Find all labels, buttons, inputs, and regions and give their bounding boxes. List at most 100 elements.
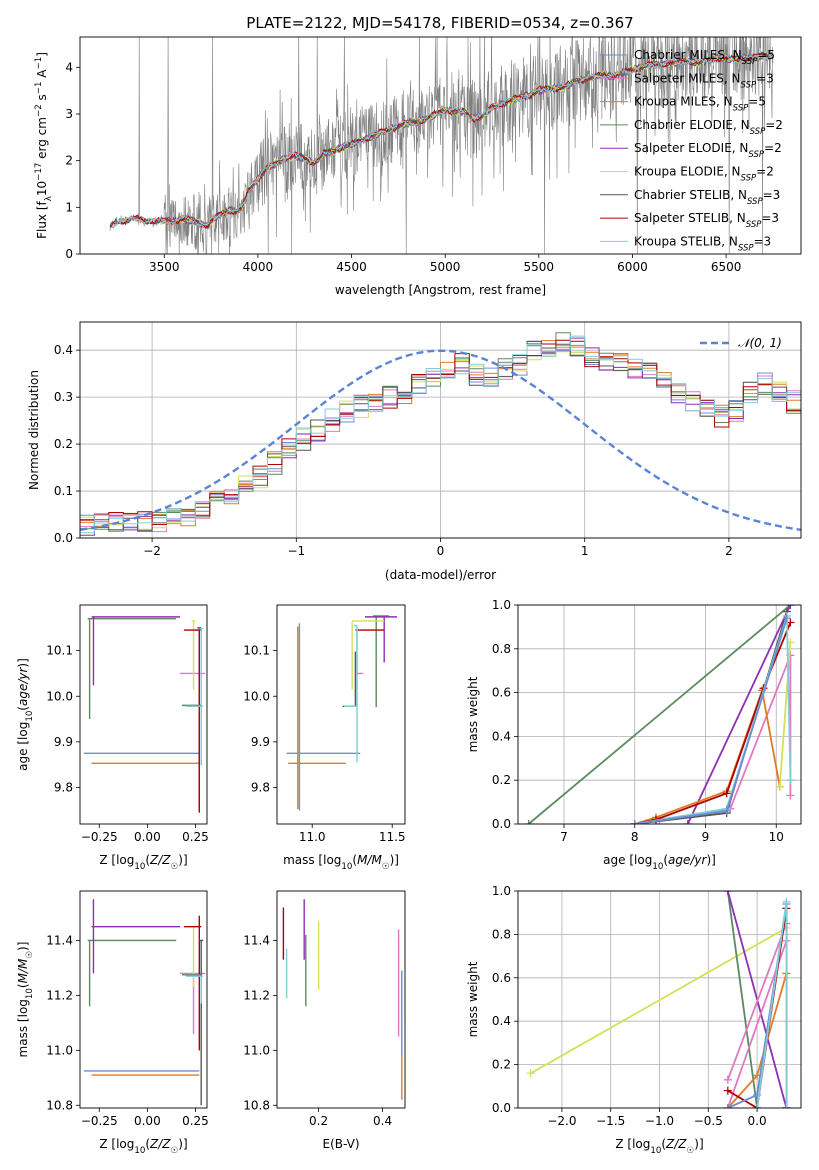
histogram-step-chabrier-miles: [80, 344, 801, 528]
weight-vs-z-ylabel: mass weight: [466, 961, 480, 1037]
x-tick-label: 11.5: [379, 830, 406, 844]
weight-line-kroupa-stelib: [756, 901, 788, 1108]
y-tick-label: 0: [65, 247, 73, 261]
mass_vs_ebv-frame: [276, 890, 406, 1109]
y-tick-label: 9.8: [251, 781, 270, 795]
weight-marker: [723, 891, 732, 895]
weight-marker: [723, 1075, 732, 1084]
legend-label: Kroupa MILES, NSSP=5: [634, 95, 766, 114]
x-tick-label: 4000: [243, 260, 274, 274]
weight-marker: [683, 820, 692, 824]
y-tick-label: 0.1: [54, 484, 73, 498]
legend-label: Chabrier MILES, NSSP=5: [634, 48, 775, 67]
weight-marker: [524, 820, 533, 824]
weight-vs-z-xlabel: Z [log10(Z/Z☉)]: [615, 1137, 703, 1156]
x-tick-label: 0.4: [373, 1114, 392, 1128]
weight-marker: [722, 806, 731, 815]
x-tick-label: 0.25: [182, 1114, 209, 1128]
y-tick-label: 11.4: [46, 933, 73, 947]
y-tick-label: 0.8: [492, 927, 511, 941]
x-tick-label: 7: [560, 830, 568, 844]
weight-line-chabrier-elodie: [726, 891, 758, 1108]
weight-marker: [722, 789, 731, 798]
model-spectrum-salpeter-stelib: [109, 53, 774, 229]
age_vs_mass-frame: [276, 604, 406, 825]
weight-marker: [723, 1104, 732, 1108]
y-tick-label: 1: [65, 200, 73, 214]
y-tick-label: 1.0: [492, 598, 511, 612]
mass_vs_Z-axes: −0.25 0.00 0.25 10.8 11.0 11.2 11.4: [46, 933, 209, 1128]
y-tick-label: 10.8: [46, 1098, 73, 1112]
legend-label: Kroupa STELIB, NSSP=3: [634, 234, 771, 253]
y-tick-label: 0.3: [54, 390, 73, 404]
y-tick-label: 0.6: [492, 686, 511, 700]
weight_vs_Z-frame: [517, 890, 802, 1109]
weight-marker: [782, 1104, 791, 1108]
figure-title: PLATE=2122, MJD=54178, FIBERID=0534, z=0…: [246, 14, 633, 32]
histogram-step-kroupa-miles: [80, 340, 801, 527]
x-tick-label: 6000: [617, 260, 648, 274]
y-tick-label: 4: [65, 60, 73, 74]
spectrum-frame: [79, 36, 802, 255]
x-tick-label: 0.00: [134, 830, 161, 844]
y-tick-label: 0.2: [54, 437, 73, 451]
age_vs_mass-axes: 11.0 11.5 9.8 9.9 10.0 10.1: [243, 644, 405, 844]
x-tick-label: −2.0: [547, 1114, 576, 1128]
y-tick-label: 0.2: [492, 1058, 511, 1072]
age_vs_Z-frame: [79, 604, 208, 825]
y-tick-label: 11.4: [243, 933, 270, 947]
normal-curve: [80, 349, 801, 531]
errorbar-point: [199, 939, 204, 1106]
mass-vs-z-xlabel: Z [log10(Z/Z☉)]: [99, 1137, 187, 1156]
x-tick-label: 4500: [336, 260, 367, 274]
histogram-step-kroupa-stelib: [80, 335, 801, 534]
y-tick-label: 10.1: [46, 644, 73, 658]
x-tick-label: 0: [437, 544, 445, 558]
age-vs-mass-xlabel: mass [log10(M/M☉)]: [283, 853, 399, 872]
errorbar-point: [344, 628, 358, 707]
x-tick-label: 5000: [430, 260, 461, 274]
weight-line-salpeter-stelib: [634, 622, 792, 824]
weight-marker: [723, 1086, 732, 1095]
weight-marker: [786, 776, 795, 785]
y-tick-label: 0.0: [54, 531, 73, 545]
x-tick-label: −0.5: [694, 1114, 723, 1128]
errorbar-point: [199, 628, 204, 766]
errorbar-point: [91, 899, 181, 974]
x-tick-label: −0.25: [81, 830, 118, 844]
weight-marker: [526, 1069, 535, 1078]
errorbar-point: [87, 617, 177, 720]
y-tick-label: 0.4: [492, 729, 511, 743]
legend-label: Salpeter MILES, NSSP=3: [634, 71, 774, 90]
age-vs-z-ylabel: age [log10(age/yr)]: [16, 658, 35, 771]
y-tick-label: 0.8: [492, 642, 511, 656]
legend-label: Salpeter STELIB, NSSP=3: [634, 211, 779, 230]
errorbar-point: [183, 915, 202, 1051]
errorbar-point: [185, 975, 204, 1004]
residuals-frame: [79, 321, 802, 539]
y-tick-label: 2: [65, 154, 73, 168]
y-tick-label: 9.9: [251, 735, 270, 749]
age_vs_Z-axes: −0.25 0.00 0.25 9.8 9.9 10.0 10.1: [46, 644, 209, 844]
histogram-step-salpeter-elodie: [80, 337, 801, 536]
y-tick-label: 11.0: [243, 1043, 270, 1057]
residuals-ylabel: Normed distribution: [27, 370, 41, 490]
x-tick-label: 0.2: [309, 1114, 328, 1128]
x-tick-label: 0.25: [182, 830, 209, 844]
spectrum-xlabel: wavelength [Angstrom, rest frame]: [335, 283, 546, 297]
weight-marker: [786, 791, 795, 800]
weight-marker: [782, 897, 791, 906]
y-tick-label: 1.0: [492, 884, 511, 898]
weight-marker: [630, 820, 639, 824]
y-tick-label: 10.0: [46, 689, 73, 703]
errorbar-point: [191, 620, 196, 690]
errorbar-point: [373, 615, 389, 708]
errorbar-point: [286, 623, 361, 811]
x-tick-label: 8: [631, 830, 639, 844]
legend-label: Chabrier ELODIE, NSSP=2: [634, 118, 783, 137]
errorbar-point: [183, 629, 202, 813]
x-tick-label: 5500: [524, 260, 555, 274]
y-tick-label: 3: [65, 107, 73, 121]
y-tick-label: 0.6: [492, 971, 511, 985]
